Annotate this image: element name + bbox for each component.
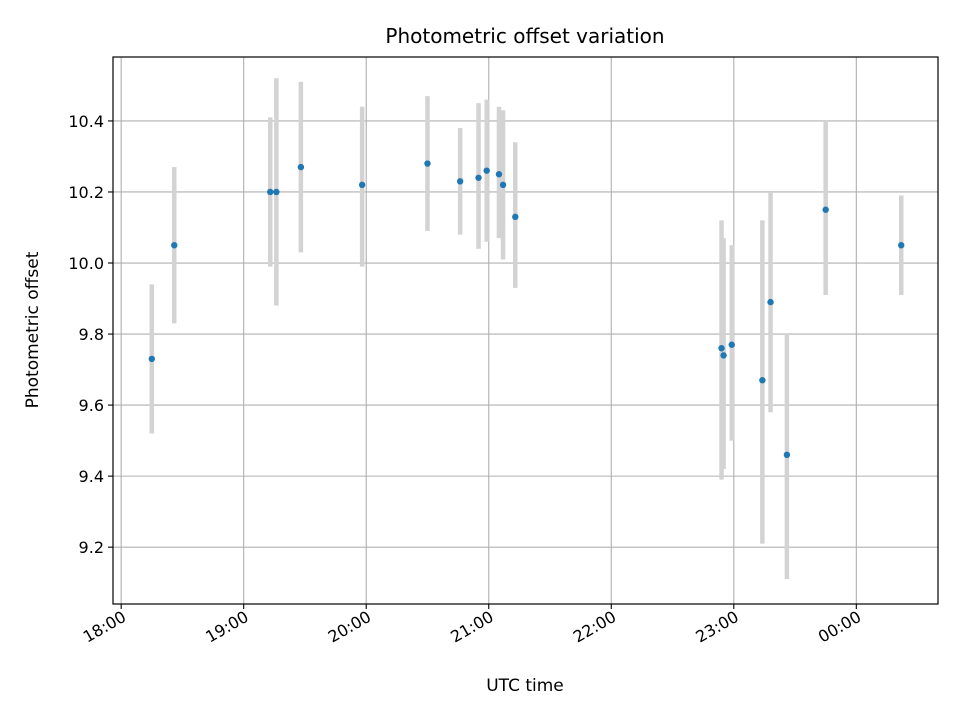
y-axis-ticks: 9.2 9.4 9.6 9.8 10.0 10.2 10.4 <box>68 112 113 557</box>
data-point <box>495 171 503 178</box>
data-point <box>483 167 490 174</box>
data-point <box>720 352 727 359</box>
plot-frame <box>112 56 939 605</box>
y-axis-label: Photometric offset <box>23 251 43 408</box>
data-point <box>475 174 482 181</box>
data-point <box>424 160 431 167</box>
data-point <box>898 242 905 249</box>
data-point <box>297 163 305 171</box>
data-point <box>759 377 766 384</box>
data-point <box>456 178 464 185</box>
y-tick-label: 9.6 <box>79 396 104 415</box>
chart-title: Photometric offset variation <box>385 24 664 48</box>
y-tick-label: 10.4 <box>68 112 104 131</box>
data-point <box>273 188 280 196</box>
y-tick-label: 10.0 <box>68 254 104 273</box>
data-point <box>822 206 829 213</box>
data-points <box>148 160 905 459</box>
data-point <box>767 298 774 306</box>
y-tick-label: 10.2 <box>68 183 104 202</box>
data-point <box>728 341 735 348</box>
data-point <box>783 451 791 459</box>
data-point <box>358 181 366 189</box>
data-point <box>512 213 519 221</box>
grid <box>113 57 938 604</box>
y-tick-label: 9.4 <box>79 467 104 486</box>
data-point <box>171 242 178 249</box>
x-axis-label: UTC time <box>486 676 564 696</box>
y-tick-label: 9.2 <box>79 538 104 557</box>
data-point <box>718 345 725 352</box>
data-point <box>267 188 274 196</box>
y-tick-label: 9.8 <box>79 325 104 344</box>
data-point <box>499 181 507 189</box>
data-point <box>148 355 155 363</box>
